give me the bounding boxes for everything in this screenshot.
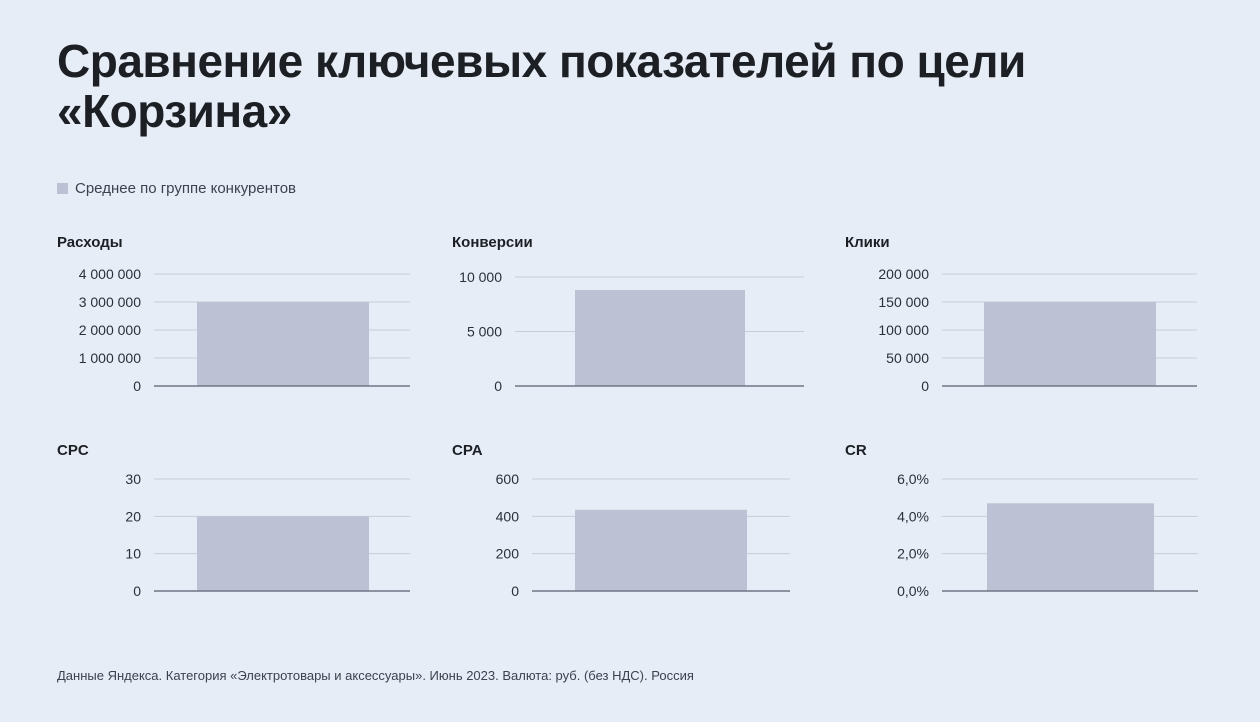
chart-cpa: CPA 0 200 400 600: [452, 442, 790, 599]
chart-legend: Среднее по группе конкурентов: [57, 180, 296, 197]
y-tick-label: 3 000 000: [79, 294, 141, 310]
y-tick-label: 50 000: [886, 350, 929, 366]
bar: [197, 516, 369, 591]
y-tick-label: 600: [496, 471, 520, 487]
y-tick-label: 400: [496, 508, 520, 524]
y-tick-label: 150 000: [878, 294, 929, 310]
y-tick-label: 6,0%: [897, 471, 929, 487]
chart-clicks: Клики 0 50 000 100 000 150 000 200 000: [845, 234, 1197, 394]
bar: [575, 290, 745, 386]
y-tick-label: 10 000: [459, 269, 502, 285]
y-tick-label: 0,0%: [897, 583, 929, 599]
y-tick-label: 0: [511, 583, 519, 599]
y-tick-label: 4 000 000: [79, 266, 141, 282]
y-tick-label: 0: [921, 378, 929, 394]
y-tick-label: 0: [133, 378, 141, 394]
y-tick-label: 200 000: [878, 266, 929, 282]
chart-cr: CR 0,0% 2,0% 4,0% 6,0%: [845, 442, 1198, 599]
y-tick-label: 200: [496, 546, 520, 562]
bar: [575, 509, 747, 591]
y-tick-label: 0: [494, 378, 502, 394]
chart-title: CR: [845, 442, 867, 459]
chart-title: Расходы: [57, 234, 123, 251]
page-title: Сравнение ключевых показателей по цели «…: [57, 35, 1026, 137]
chart-conversions: Конверсии 0 5 000 10 000: [452, 234, 804, 394]
y-tick-label: 100 000: [878, 322, 929, 338]
legend-label: Среднее по группе конкурентов: [75, 180, 297, 197]
y-tick-label: 2,0%: [897, 546, 929, 562]
chart-title: CPA: [452, 442, 483, 459]
y-tick-label: 30: [125, 471, 141, 487]
y-tick-label: 0: [133, 583, 141, 599]
y-tick-label: 2 000 000: [79, 322, 141, 338]
chart-title: Клики: [845, 234, 890, 251]
bar: [197, 302, 369, 386]
bar: [984, 302, 1156, 386]
footer-note: Данные Яндекса. Категория «Электротовары…: [57, 668, 694, 683]
y-tick-label: 4,0%: [897, 508, 929, 524]
y-tick-label: 5 000: [467, 324, 502, 340]
y-tick-label: 1 000 000: [79, 350, 141, 366]
chart-spend: Расходы 0 1 000 000 2 000 000 3 000 000 4 000…: [57, 234, 410, 394]
chart-title: CPC: [57, 442, 89, 459]
legend-swatch: [57, 183, 68, 194]
chart-cpc: CPC 0 10 20 30: [57, 442, 410, 599]
y-tick-label: 20: [125, 508, 141, 524]
chart-title: Конверсии: [452, 234, 533, 251]
bar: [987, 503, 1154, 591]
y-tick-label: 10: [125, 546, 141, 562]
